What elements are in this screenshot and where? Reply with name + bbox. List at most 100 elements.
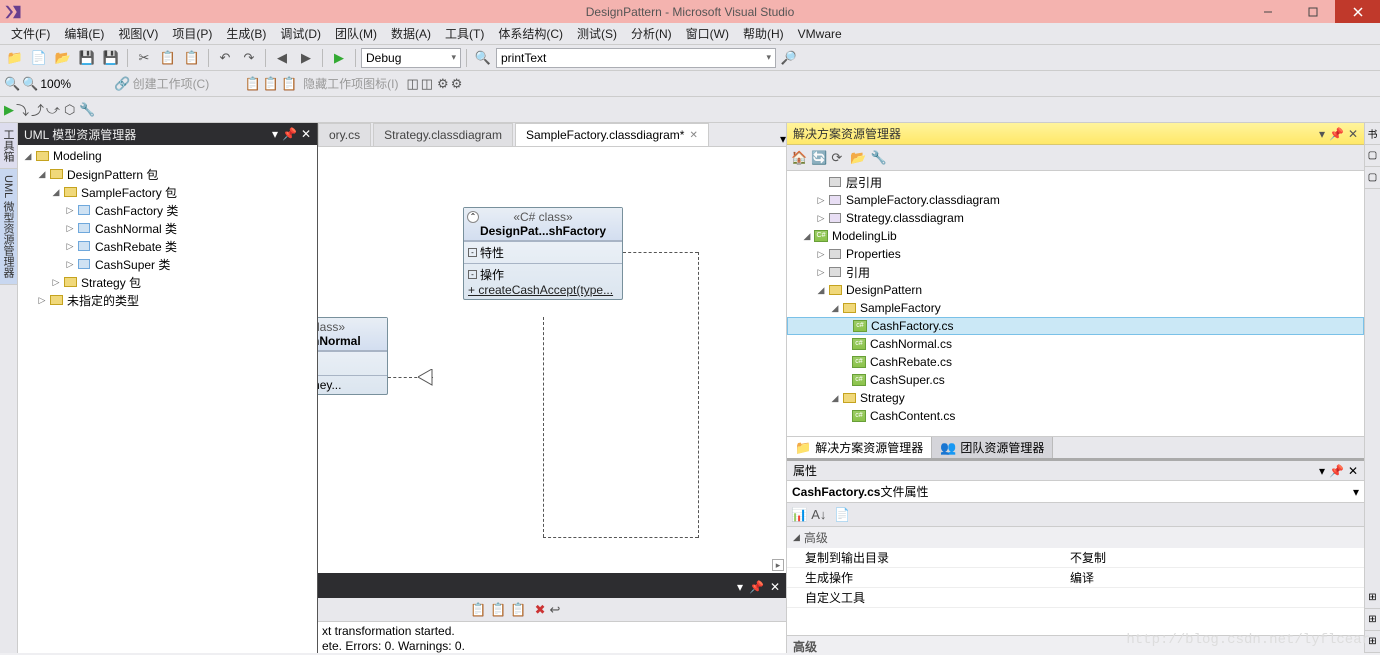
find-combo[interactable]: printText [496,48,776,68]
prop-value[interactable] [1064,588,1364,607]
output-clear-icon[interactable]: ✖ [535,602,546,618]
tree-item[interactable]: CashContent.cs [870,409,955,423]
uml-explorer-tab[interactable]: UML 微型资源管理器 [0,169,17,285]
prop-value[interactable]: 编译 [1064,568,1364,587]
props-object-name[interactable]: CashFactory.cs 文件属性▾ [787,481,1364,503]
rtab-icon[interactable]: ⊞ [1365,587,1380,609]
props-category[interactable]: 高级 [804,529,828,546]
output-tb3-icon[interactable]: 📋 [510,602,526,618]
rtab-icon[interactable]: ▢ [1365,145,1380,167]
props-close-icon[interactable]: ✕ [1348,464,1358,478]
menu-test[interactable]: 测试(S) [570,23,624,44]
save-all-icon[interactable]: 💾 [100,47,122,69]
wi1-icon[interactable]: 📋 [245,76,261,92]
wi2-icon[interactable]: 📋 [263,76,279,92]
menu-debug[interactable]: 调试(D) [273,23,328,44]
tree-item[interactable]: Properties [846,247,901,261]
se-close-icon[interactable]: ✕ [1348,127,1358,141]
tab-cs[interactable]: ory.cs [318,123,371,146]
se-home-icon[interactable]: 🏠 [791,150,807,166]
close-button[interactable] [1335,0,1380,23]
se-props-icon[interactable]: 🔧 [870,150,886,166]
output-tb1-icon[interactable]: 📋 [470,602,486,618]
tree-item[interactable]: 引用 [846,264,870,281]
output-pin-icon[interactable]: 📌 [749,580,764,594]
menu-analyze[interactable]: 分析(N) [624,23,679,44]
find-icon[interactable]: 🔍 [472,47,494,69]
menu-data[interactable]: 数据(A) [384,23,438,44]
new-project-icon[interactable]: 📁 [4,47,26,69]
step-icon[interactable]: ⤵ [16,100,29,119]
undo-icon[interactable]: ↶ [214,47,236,69]
panel-dropdown-icon[interactable]: ▾ [272,127,278,141]
misc2-icon[interactable]: ⚙ [451,76,463,92]
se-pin-icon[interactable]: 📌 [1329,127,1344,141]
zoom-combo[interactable]: 100% [40,77,110,91]
tree-item[interactable]: CashSuper.cs [870,373,945,387]
find-in-files-icon[interactable]: 🔎 [778,47,800,69]
open-icon[interactable]: 📂 [52,47,74,69]
tree-item[interactable]: CashNormal.cs [870,337,952,351]
tree-root[interactable]: Modeling [53,149,102,163]
se-dropdown-icon[interactable]: ▾ [1319,127,1325,141]
menu-arch[interactable]: 体系结构(C) [491,23,570,44]
solution-tree[interactable]: 层引用 ▷SampleFactory.classdiagram ▷Strateg… [787,171,1364,436]
se-showall-icon[interactable]: 📂 [850,150,866,166]
minimize-button[interactable] [1245,0,1290,23]
start-icon[interactable]: ▶ [328,47,350,69]
output-tb2-icon[interactable]: 📋 [490,602,506,618]
collapse-icon[interactable]: ⌃ [467,211,479,223]
nav-fwd-icon[interactable]: ▶ [295,47,317,69]
zoom-out-icon[interactable]: 🔍 [4,76,20,92]
maximize-button[interactable] [1290,0,1335,23]
output-wrap-icon[interactable]: ↩ [549,602,560,618]
menu-build[interactable]: 生成(B) [219,23,273,44]
props-page-icon[interactable]: 📄 [834,507,850,523]
tree-item[interactable]: DesignPattern [846,283,922,297]
scroll-corner-icon[interactable]: ▸ [772,559,784,571]
tree-item[interactable]: Strategy [860,391,905,405]
menu-window[interactable]: 窗口(W) [679,23,736,44]
tree-item-selected[interactable]: CashFactory.cs [871,319,953,333]
step-out-icon[interactable]: ⤻ [46,102,60,118]
create-workitem-combo[interactable]: 创建工作项(C) [133,75,243,92]
bookmarks-tab[interactable]: 书 [1365,123,1380,145]
tree-strategy[interactable]: Strategy 包 [81,274,141,291]
link-icon[interactable]: 🔗 [114,76,130,92]
se-refresh-icon[interactable]: 🔄 [811,150,827,166]
output-dropdown-icon[interactable]: ▾ [737,580,743,594]
panel-close-icon[interactable]: ✕ [301,127,311,141]
layout1-icon[interactable]: ◫ [406,76,418,92]
menu-help[interactable]: 帮助(H) [736,23,791,44]
menu-file[interactable]: 文件(F) [4,23,57,44]
props-cat-icon[interactable]: 📊 [791,507,807,523]
props-pin-icon[interactable]: 📌 [1329,464,1344,478]
zoom-in-icon[interactable]: 🔍 [22,76,38,92]
paste-icon[interactable]: 📋 [181,47,203,69]
tree-item[interactable]: 层引用 [846,174,882,191]
redo-icon[interactable]: ↷ [238,47,260,69]
layout2-icon[interactable]: ◫ [421,76,433,92]
tree-item[interactable]: Strategy.classdiagram [846,211,964,225]
tab-team-explorer[interactable]: 👥团队资源管理器 [932,437,1053,458]
tree-item[interactable]: SampleFactory [860,301,941,315]
uml-tree[interactable]: ◢Modeling ◢DesignPattern 包 ◢SampleFactor… [18,145,317,653]
tree-class[interactable]: CashFactory 类 [95,202,178,219]
tool-icon[interactable]: 🔧 [79,102,95,118]
wi3-icon[interactable]: 📋 [281,76,297,92]
tree-unspec[interactable]: 未指定的类型 [67,292,139,309]
config-combo[interactable]: Debug [361,48,461,68]
tree-item[interactable]: ModelingLib [832,229,897,243]
nav-back-icon[interactable]: ◀ [271,47,293,69]
menu-tools[interactable]: 工具(T) [438,23,491,44]
uml-class-factory[interactable]: ⌃ «C# class»DesignPat...shFactory -特性 -操… [463,207,623,300]
props-grid[interactable]: ◢高级 复制到输出目录不复制 生成操作编译 自定义工具 [787,527,1364,635]
panel-pin-icon[interactable]: 📌 [282,127,297,141]
menu-vmware[interactable]: VMware [791,25,849,43]
menu-team[interactable]: 团队(M) [328,23,384,44]
tree-sf[interactable]: SampleFactory 包 [81,184,177,201]
tree-class[interactable]: CashNormal 类 [95,220,177,237]
copy-icon[interactable]: 📋 [157,47,179,69]
tab-samplefactory-diagram[interactable]: SampleFactory.classdiagram*✕ [515,123,709,146]
step-over-icon[interactable]: ⤴ [31,100,44,119]
